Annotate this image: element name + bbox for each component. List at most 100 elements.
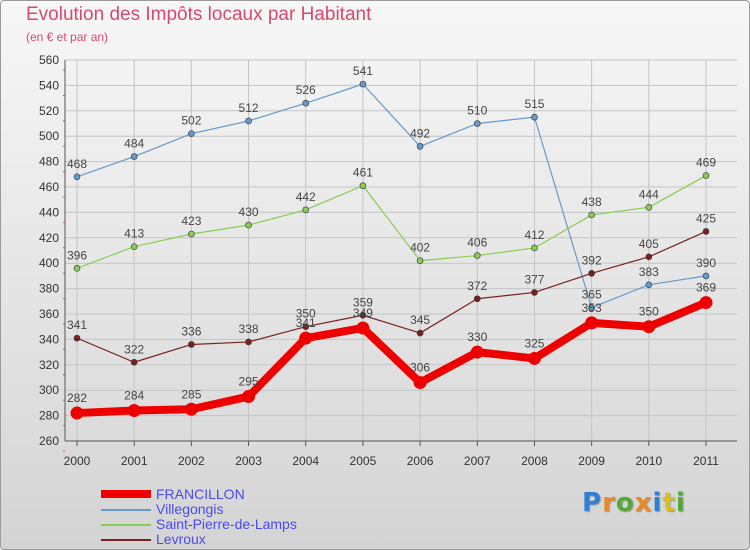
legend-swatch-villegongis: [101, 509, 151, 511]
y-tick-label: 440: [39, 205, 59, 219]
data-point-villegongis: [531, 113, 538, 121]
legend-swatch-levroux: [101, 539, 151, 541]
data-point-villegongis: [359, 80, 367, 88]
data-point-villegongis: [588, 304, 595, 311]
data-label-francillon: 282: [67, 391, 87, 405]
y-tick-label: 400: [39, 256, 59, 270]
data-label-francillon: 295: [239, 375, 259, 389]
data-point-levroux: [245, 338, 252, 346]
data-label-saint-pierre-de-lamps: 402: [410, 241, 430, 255]
chart-subtitle: (en € et par an): [26, 30, 109, 44]
data-point-villegongis: [473, 120, 481, 127]
x-tick-label: 2009: [578, 454, 605, 468]
x-tick-label: 2010: [635, 454, 662, 468]
legend-label-villegongis: Villegongis: [156, 501, 224, 517]
data-point-villegongis: [73, 173, 81, 181]
data-label-saint-pierre-de-lamps: 469: [696, 156, 716, 170]
y-tick-label: 540: [39, 78, 59, 92]
data-point-francillon: [470, 345, 484, 359]
data-label-levroux: 377: [524, 272, 544, 286]
x-tick-label: 2005: [350, 454, 377, 468]
data-label-villegongis: 468: [67, 157, 87, 171]
y-tick-label: 500: [39, 129, 59, 143]
y-tick-label: 260: [39, 434, 59, 448]
y-tick-label: 480: [39, 155, 59, 169]
data-label-francillon: 284: [124, 389, 144, 403]
data-label-villegongis: 484: [124, 137, 144, 151]
x-tick-label: 2000: [64, 454, 91, 468]
legend-swatch-saint-pierre-de-lamps: [101, 524, 151, 526]
data-label-villegongis: 492: [410, 126, 430, 140]
data-point-levroux: [473, 295, 481, 303]
series-line-francillon: [73, 298, 710, 418]
y-tick-label: 300: [39, 383, 59, 397]
y-tick-label: 340: [39, 332, 59, 346]
data-point-levroux: [702, 228, 710, 235]
data-point-saint-pierre-de-lamps: [416, 257, 424, 264]
x-tick-label: 2004: [292, 454, 319, 468]
data-label-levroux: 425: [696, 211, 716, 225]
data-label-saint-pierre-de-lamps: 430: [239, 205, 259, 219]
x-tick-label: 2011: [693, 454, 719, 468]
data-label-francillon: 349: [353, 306, 373, 320]
data-point-francillon: [699, 296, 713, 310]
y-tick-label: 320: [39, 358, 59, 372]
x-tick-label: 2006: [407, 454, 434, 468]
data-label-levroux: 341: [67, 318, 87, 332]
logo-letter: i: [652, 488, 663, 518]
series-line-levroux: [76, 230, 707, 363]
data-point-francillon: [585, 316, 599, 330]
series-line-villegongis: [76, 83, 707, 309]
x-tick-label: 2001: [121, 454, 148, 468]
data-point-villegongis: [130, 153, 138, 160]
legend-label-saint-pierre-de-lamps: Saint-Pierre-de-Lamps: [156, 516, 297, 532]
data-label-francillon: 350: [639, 305, 659, 319]
data-label-levroux: 405: [639, 237, 659, 251]
data-point-francillon: [70, 406, 84, 420]
proxiti-logo: Proxiti: [582, 488, 686, 518]
x-tick-label: 2002: [178, 454, 205, 468]
data-point-villegongis: [416, 143, 424, 150]
y-tick-label: 360: [39, 307, 59, 321]
logo-letter: P: [582, 488, 603, 518]
legend-item-francillon: FRANCILLON: [101, 486, 481, 503]
data-point-saint-pierre-de-lamps: [188, 230, 195, 238]
data-point-francillon: [413, 376, 427, 390]
data-point-levroux: [188, 341, 195, 348]
data-label-francillon: 341: [296, 316, 316, 330]
data-point-saint-pierre-de-lamps: [473, 252, 481, 259]
x-tick-label: 2003: [235, 454, 262, 468]
data-label-levroux: 392: [582, 253, 602, 267]
data-point-francillon: [184, 402, 198, 416]
data-label-francillon: 306: [410, 361, 430, 375]
logo-letter: o: [615, 488, 635, 518]
data-label-villegongis: 541: [353, 64, 373, 78]
data-label-villegongis: 390: [696, 256, 716, 270]
data-label-villegongis: 502: [181, 114, 201, 128]
logo-letter: r: [602, 488, 616, 518]
data-point-francillon: [642, 320, 656, 334]
data-label-levroux: 372: [467, 279, 487, 293]
data-point-francillon: [356, 321, 370, 335]
data-label-saint-pierre-de-lamps: 413: [124, 227, 144, 241]
legend-item-saint-pierre-de-lamps: Saint-Pierre-de-Lamps: [101, 516, 481, 533]
y-tick-label: 520: [39, 104, 59, 118]
data-point-saint-pierre-de-lamps: [359, 182, 367, 190]
y-tick-label: 460: [39, 180, 59, 194]
data-label-saint-pierre-de-lamps: 461: [353, 166, 373, 180]
logo-letter: t: [662, 488, 676, 518]
legend-label-levroux: Levroux: [156, 531, 206, 547]
data-point-saint-pierre-de-lamps: [588, 211, 595, 219]
series-line-saint-pierre-de-lamps: [76, 174, 707, 269]
data-label-villegongis: 512: [239, 101, 259, 115]
data-point-villegongis: [702, 272, 710, 280]
data-label-villegongis: 383: [639, 265, 659, 279]
legend-item-villegongis: Villegongis: [101, 501, 481, 518]
data-label-villegongis: 510: [467, 104, 487, 118]
data-point-francillon: [527, 351, 541, 365]
data-label-levroux: 336: [181, 324, 201, 338]
legend-item-levroux: Levroux: [101, 531, 481, 548]
data-label-levroux: 338: [239, 322, 259, 336]
data-label-francillon: 369: [696, 281, 716, 295]
